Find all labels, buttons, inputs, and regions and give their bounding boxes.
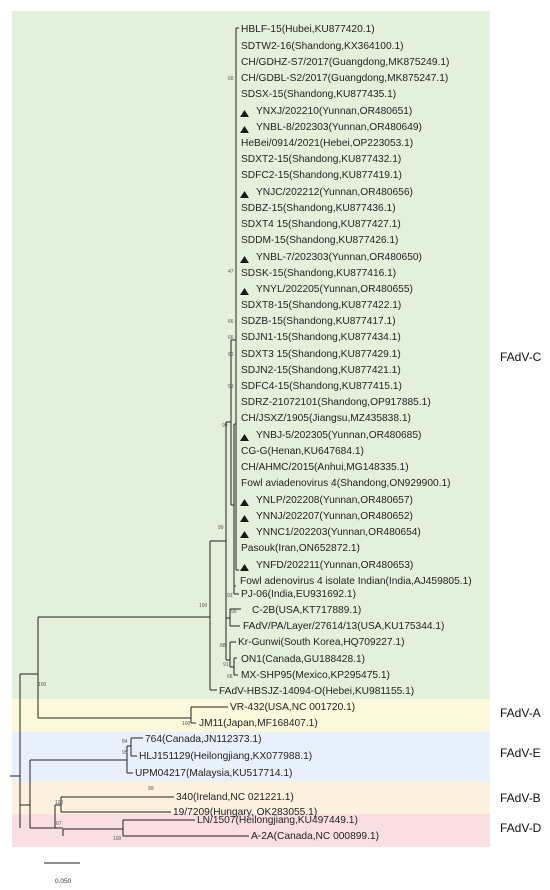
taxon-label: SDFC4-15(Shandong,KU877415.1) — [241, 381, 402, 392]
bootstrap-value: 100 — [55, 800, 64, 806]
bootstrap-value: 99 — [148, 786, 154, 792]
taxon-label: YNYL/202205(Yunnan,OR480655) — [256, 284, 413, 295]
tree-branches — [10, 27, 249, 837]
clade-label-fadv-d: FAdV-D — [500, 821, 542, 835]
clade-label-fadv-a: FAdV-A — [500, 706, 541, 720]
taxon-label: YNBL-8/202303(Yunnan,OR480649) — [256, 122, 422, 133]
taxon-label: SDFC2-15(Shandong,KU877419.1) — [241, 170, 402, 181]
bootstrap-value: 100 — [113, 836, 122, 842]
bootstrap-value: 60 — [228, 76, 234, 82]
taxon-label: YNBJ-5/202305(Yunnan,OR480685) — [256, 430, 421, 441]
taxon-label: SDXT2-15(Shandong,KU877432.1) — [241, 154, 401, 165]
yunnan-isolate-marker — [240, 515, 249, 522]
yunnan-isolate-marker — [240, 126, 249, 133]
taxon-label: VR-432(USA,NC 001720.1) — [230, 702, 355, 713]
clade-band-fadv-d — [12, 814, 490, 847]
yunnan-isolate-marker — [240, 531, 249, 538]
taxon-label: CH/GDBL-S2/2017(Guangdong,MK875247.1) — [241, 73, 448, 84]
bootstrap-value: 66 — [228, 319, 234, 325]
taxon-label: HBLF-15(Hubei,KU877420.1) — [241, 24, 375, 35]
bootstrap-value: 99 — [222, 423, 228, 429]
taxon-label: 19/7209(Hungary, OK283055.1) — [173, 807, 317, 818]
taxon-label: C-2B(USA,KT717889.1) — [252, 605, 361, 616]
clade-band-fadv-c — [12, 11, 490, 699]
yunnan-isolate-marker — [240, 564, 249, 571]
taxon-label: SDBZ-15(Shandong,KU877436.1) — [241, 203, 396, 214]
bootstrap-value: 84 — [122, 739, 128, 745]
bootstrap-value: 100 — [182, 721, 191, 727]
clade-label-fadv-b: FAdV-B — [500, 791, 541, 805]
bootstrap-value: 88 — [220, 643, 226, 649]
bootstrap-value: 47 — [228, 269, 234, 275]
taxon-label: CH/GDHZ-S7/2017(Guangdong,MK875249.1) — [241, 57, 449, 68]
taxon-label: CG-G(Henan,KU647684.1) — [241, 446, 364, 457]
taxon-label: YNJC/202212(Yunnan,OR480656) — [256, 187, 413, 198]
scale-bar-label: 0.050 — [55, 878, 72, 885]
taxon-label: SDSX-15(Shandong,KU877435.1) — [241, 89, 396, 100]
taxon-label: Fowl aviadenovirus 4(Shandong,ON929900.1… — [241, 478, 451, 489]
yunnan-isolate-marker — [240, 256, 249, 263]
yunnan-isolate-marker — [240, 288, 249, 295]
taxon-label: YNBL-7/202303(Yunnan,OR480650) — [256, 252, 422, 263]
bootstrap-values: 60 47 66 66 66 59 99 99 100 93 99 88 91 … — [38, 76, 237, 842]
yunnan-isolate-marker — [240, 499, 249, 506]
taxon-label: SDXT3 15(Shandong,KU877429.1) — [241, 349, 401, 360]
yunnan-isolate-marker — [240, 191, 249, 198]
clade-band-fadv-e — [12, 732, 490, 782]
clade-label-fadv-e: FAdV-E — [500, 746, 541, 760]
taxon-label: Pasouk(Iran,ON652872.1) — [241, 543, 360, 554]
bootstrap-value: 100 — [199, 603, 208, 609]
taxon-label: SDSK-15(Shandong,KU877416.1) — [241, 268, 396, 279]
bootstrap-value: 59 — [228, 384, 234, 390]
taxon-label: YNLP/202208(Yunnan,OR480657) — [256, 495, 413, 506]
clade-band-fadv-b — [12, 782, 490, 814]
taxon-label: Fowl adenovirus 4 isolate Indian(India,A… — [240, 576, 472, 587]
bootstrap-value: 66 — [228, 335, 234, 341]
taxon-label: ON1(Canada,GU188428.1) — [241, 654, 365, 665]
bootstrap-value: 95 — [122, 750, 128, 756]
taxon-label: HeBei/0914/2021(Hebei,OP223053.1) — [241, 138, 413, 149]
taxon-label: UPM04217(Malaysia,KU517714.1) — [135, 768, 292, 779]
taxon-label: SDRZ-21072101(Shandong,OP917885.1) — [241, 397, 431, 408]
taxon-labels: HBLF-15(Hubei,KU877420.1) SDTW2-16(Shand… — [135, 24, 472, 842]
taxon-label: A-2A(Canada,NC 000899.1) — [251, 831, 379, 842]
clade-band-fadv-a — [12, 699, 490, 732]
taxon-label: JM11(Japan,MF168407.1) — [199, 718, 318, 729]
yunnan-isolate-marker — [240, 110, 249, 117]
taxon-label: SDJN1-15(Shandong,KU877434.1) — [241, 332, 401, 343]
taxon-label: SDXT8-15(Shandong,KU877422.1) — [241, 300, 401, 311]
taxon-label: YNFD/202211(Yunnan,OR480653) — [256, 560, 413, 571]
bootstrap-value: 68 — [227, 674, 233, 680]
bootstrap-value: 91 — [223, 662, 229, 668]
taxon-label: 340(Ireland,NC 021221.1) — [176, 792, 294, 803]
taxon-label: SDXT4 15(Shandong,KU877427.1) — [241, 219, 401, 230]
taxon-label: SDZB-15(Shandong,KU877417.1) — [241, 316, 396, 327]
taxon-label: CH/AHMC/2015(Anhui,MG148335.1) — [241, 462, 409, 473]
bootstrap-value: 99 — [231, 609, 237, 615]
bootstrap-value: 99 — [218, 525, 224, 531]
taxon-label: CH/JSXZ/1905(Jiangsu,MZ435838.1) — [241, 413, 411, 424]
clade-label-fadv-c: FAdV-C — [500, 350, 542, 364]
taxon-label: 764(Canada,JN112373.1) — [145, 734, 261, 745]
taxon-label: LN/1507(Heilongjiang,KU497449.1) — [197, 815, 358, 826]
taxon-label: YNNJ/202207(Yunnan,OR480652) — [256, 511, 413, 522]
yunnan-isolate-marker — [240, 434, 249, 441]
bootstrap-value: 66 — [228, 352, 234, 358]
taxon-label: MX-SHP95(Mexico,KP295475.1) — [241, 670, 390, 681]
taxon-label: HLJ151129(Heilongjiang,KX077988.1) — [139, 751, 312, 762]
taxon-label: FAdV-HBSJZ-14094-O(Hebei,KU981155.1) — [219, 686, 414, 697]
taxon-label: Kr-Gunwi(South Korea,HQ709227.1) — [238, 637, 404, 648]
taxon-label: SDJN2-15(Shandong,KU877421.1) — [241, 365, 401, 376]
taxon-label: YNXJ/202210(Yunnan,OR480651) — [256, 106, 412, 117]
bootstrap-value: 100 — [38, 682, 47, 688]
taxon-label: SDTW2-16(Shandong,KX364100.1) — [241, 41, 404, 52]
taxon-label: YNNC1/202203(Yunnan,OR480654) — [256, 527, 421, 538]
taxon-label: PJ-06(India,EU931692.1) — [241, 589, 356, 600]
taxon-label: FAdV/PA/Layer/27614/13(USA,KU175344.1) — [243, 621, 444, 632]
bootstrap-value: 93 — [227, 593, 233, 599]
taxon-label: SDDM-15(Shandong,KU877426.1) — [241, 235, 398, 246]
bootstrap-value: 67 — [56, 821, 62, 827]
